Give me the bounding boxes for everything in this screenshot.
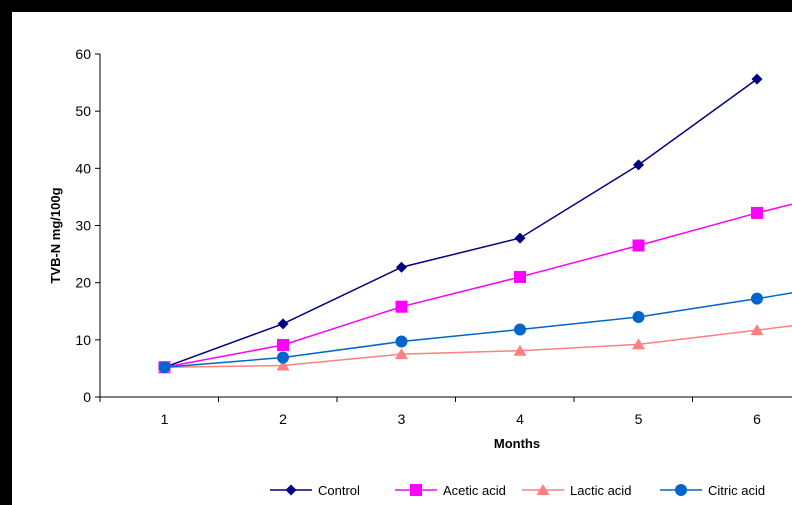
- data-point-control: [277, 318, 289, 330]
- y-tick-label: 50: [75, 103, 91, 119]
- x-tick-label: 1: [161, 411, 169, 427]
- data-point-lactic-acid: [632, 338, 645, 350]
- x-axis-label: Months: [494, 436, 540, 451]
- series-line-lactic-acid: [164, 325, 792, 369]
- x-tick-label: 2: [279, 411, 287, 427]
- legend-label: Citric acid: [708, 483, 765, 498]
- data-point-lactic-acid: [395, 348, 408, 360]
- series-lines: [164, 78, 792, 369]
- series-line-acetic-acid: [164, 203, 792, 369]
- x-tick-label: 5: [635, 411, 643, 427]
- data-point-citric-acid: [632, 310, 645, 323]
- y-tick-label: 40: [75, 160, 91, 176]
- chart-frame: 0 10 20 30 40 50 60 1 2 3 4 5 6 TVB-N mg/100g Month…: [12, 12, 792, 505]
- data-point-control: [396, 261, 407, 273]
- y-ticks: 0 10 20 30 40 50 60: [75, 46, 100, 405]
- data-point-control: [633, 159, 644, 171]
- data-point-acetic-acid: [395, 300, 408, 313]
- data-point-lactic-acid: [750, 324, 764, 336]
- legend-marker: [675, 484, 687, 496]
- series-line-control: [164, 78, 758, 368]
- axes: [99, 54, 792, 398]
- data-point-citric-acid: [395, 335, 408, 348]
- y-axis-label: TVB-N mg/100g: [48, 187, 63, 283]
- y-tick-label: 0: [83, 389, 91, 405]
- data-point-citric-acid: [158, 361, 171, 374]
- data-point-citric-acid: [751, 292, 763, 305]
- y-tick-label: 10: [75, 332, 91, 348]
- data-point-acetic-acid: [277, 338, 289, 351]
- legend-item-citric-acid: Citric acid: [660, 483, 765, 498]
- legend-item-control: Control: [270, 483, 360, 498]
- legend-marker: [410, 484, 422, 496]
- y-tick-label: 60: [75, 46, 91, 62]
- y-tick-label: 20: [75, 275, 91, 291]
- legend-label: Acetic acid: [443, 483, 506, 498]
- x-tick-label: 3: [398, 411, 406, 427]
- data-point-control: [751, 73, 763, 85]
- data-point-control: [514, 232, 526, 244]
- legend-item-lactic-acid: Lactic acid: [522, 483, 631, 498]
- y-tick-label: 30: [75, 218, 91, 234]
- data-point-citric-acid: [277, 351, 289, 364]
- series-line-citric-acid: [164, 292, 792, 369]
- series-markers: [158, 73, 764, 374]
- legend-label: Control: [318, 483, 360, 498]
- x-tick-label: 4: [516, 411, 524, 427]
- legend-label: Lactic acid: [570, 483, 631, 498]
- x-tick-label: 6: [753, 411, 761, 427]
- data-point-citric-acid: [514, 323, 526, 336]
- data-point-acetic-acid: [632, 239, 645, 252]
- legend: Control Acetic acid Lactic acid Citric acid: [270, 483, 765, 498]
- line-chart: 0 10 20 30 40 50 60 1 2 3 4 5 6 TVB-N mg/100g Month…: [48, 46, 792, 498]
- legend-marker: [285, 484, 297, 496]
- x-ticks: 1 2 3 4 5 6: [99, 397, 761, 427]
- data-point-lactic-acid: [276, 359, 290, 371]
- data-point-lactic-acid: [513, 344, 527, 356]
- legend-marker: [536, 484, 550, 495]
- data-point-acetic-acid: [751, 206, 763, 219]
- data-point-acetic-acid: [514, 270, 526, 283]
- legend-item-acetic-acid: Acetic acid: [395, 483, 506, 498]
